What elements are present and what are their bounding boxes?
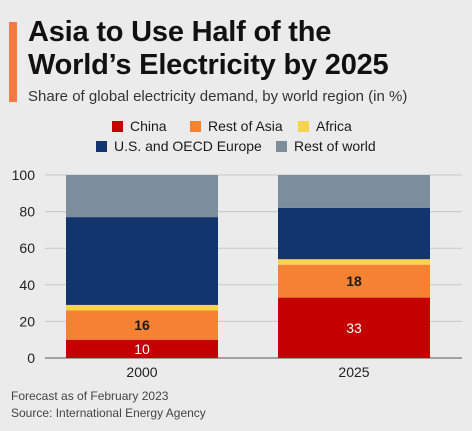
legend-label-us-oecd-europe: U.S. and OECD Europe <box>114 138 262 154</box>
title-accent-bar <box>9 22 17 102</box>
data-label-2000-china: 10 <box>134 341 150 357</box>
y-tick-label-100: 100 <box>12 167 36 183</box>
y-tick-label-40: 40 <box>19 277 35 293</box>
x-tick-label-2000: 2000 <box>126 364 157 380</box>
chart-footer: Forecast as of February 2023 Source: Int… <box>11 388 206 422</box>
y-tick-label-0: 0 <box>27 350 35 366</box>
bar-2000-u-s-and-oecd-europe <box>66 217 218 305</box>
legend-item-us-oecd-europe: U.S. and OECD Europe <box>96 138 262 154</box>
data-label-2025-china: 33 <box>346 320 362 336</box>
bar-2000-africa <box>66 304 218 311</box>
legend-label-rest-of-world: Rest of world <box>294 138 376 154</box>
chart-subtitle: Share of global electricity demand, by w… <box>28 88 408 105</box>
forecast-note: Forecast as of February 2023 <box>11 389 169 403</box>
bar-2025-rest-of-world <box>278 175 430 208</box>
bar-2025-rest-of-asia <box>278 264 430 298</box>
bar-2025-africa <box>278 259 430 265</box>
legend-item-rest-of-asia: Rest of Asia <box>190 118 283 134</box>
y-tick-label-80: 80 <box>19 204 35 220</box>
bar-2000-rest-of-asia <box>66 310 218 340</box>
legend-label-china: China <box>130 118 167 134</box>
legend-item-china: China <box>112 118 167 134</box>
x-tick-label-2025: 2025 <box>338 364 369 380</box>
legend-swatch-rest-of-asia <box>190 120 201 132</box>
y-tick-label-20: 20 <box>19 313 35 329</box>
bar-2000-china <box>66 339 218 358</box>
y-tick-label-60: 60 <box>19 240 35 256</box>
legend-swatch-us-oecd-europe <box>96 140 107 152</box>
legend-item-africa: Africa <box>298 118 352 134</box>
bar-2000-rest-of-world <box>66 175 218 218</box>
legend-swatch-rest-of-world <box>276 140 287 152</box>
data-label-2025-rest-of-asia: 18 <box>346 273 362 289</box>
legend-label-africa: Africa <box>316 118 352 134</box>
legend-swatch-africa <box>298 120 309 132</box>
chart-title-line-1: Asia to Use Half of the <box>28 16 332 48</box>
chart-title: Asia to Use Half of the World’s Electric… <box>28 16 468 82</box>
source-note: Source: International Energy Agency <box>11 406 206 420</box>
chart-title-line-2: World’s Electricity by 2025 <box>28 49 389 81</box>
stacked-bar-chart: 0 20 40 60 80 100 10 16 2000 33 18 2025 <box>12 167 462 380</box>
legend-item-rest-of-world: Rest of world <box>276 138 376 154</box>
bar-2025-china <box>278 297 430 358</box>
data-label-2000-rest-of-asia: 16 <box>134 317 150 333</box>
bar-2025-u-s-and-oecd-europe <box>278 207 430 260</box>
legend-swatch-china <box>112 120 123 132</box>
legend-label-rest-of-asia: Rest of Asia <box>208 118 283 134</box>
